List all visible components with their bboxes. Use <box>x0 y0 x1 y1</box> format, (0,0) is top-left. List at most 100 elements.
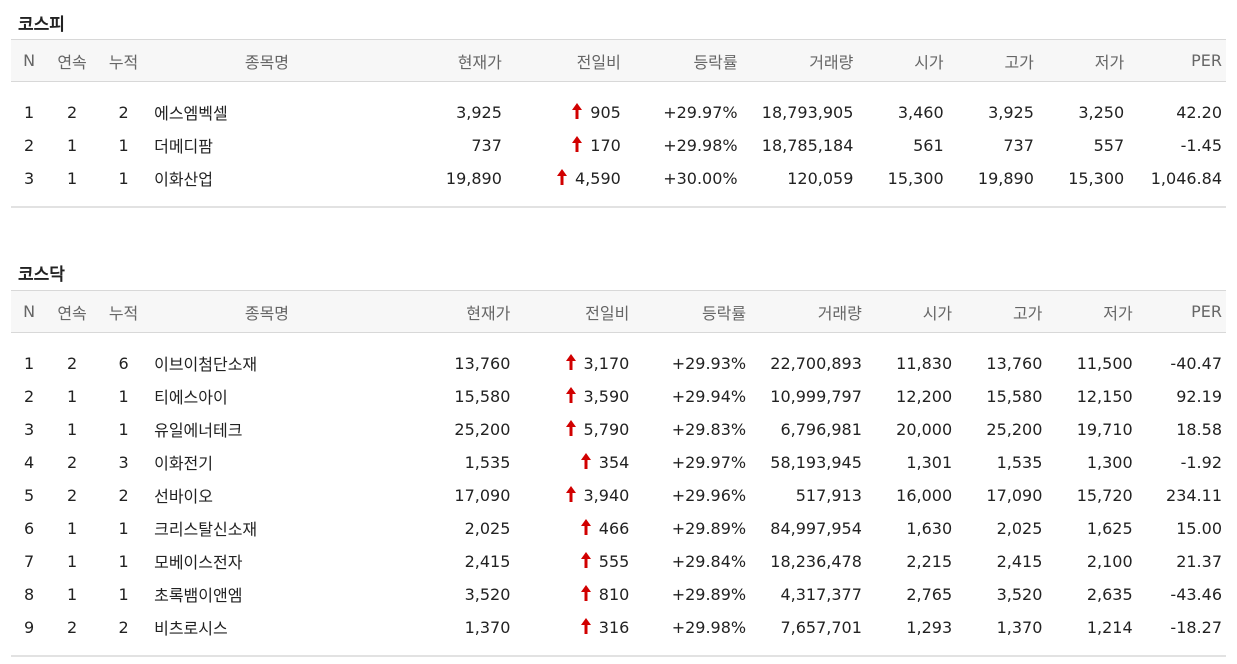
stock-name-link[interactable]: 이브이첨단소재 <box>154 355 258 374</box>
row-change-value: 170 <box>590 135 621 155</box>
row-change: 5,790 <box>514 413 633 446</box>
col-header-streak[interactable]: 연속 <box>57 303 87 323</box>
up-arrow-icon <box>565 353 576 370</box>
spacer-row <box>11 82 1226 96</box>
kosdaq-table: N 연속 누적 종목명 현재가 전일비 등락률 거래량 시가 고가 저가 PER… <box>11 290 1226 657</box>
row-price: 737 <box>471 135 502 155</box>
col-header-per[interactable]: PER <box>1191 302 1222 321</box>
row-change: 3,590 <box>514 380 633 413</box>
col-header-open[interactable]: 시가 <box>922 303 953 323</box>
row-low: 2,635 <box>1086 584 1133 604</box>
row-change: 555 <box>514 545 633 578</box>
col-header-streak[interactable]: 연속 <box>57 52 87 72</box>
table-row: 6 1 1 크리스탈신소재 2,025 466 +29.89% 84,997,954 1,630… <box>11 512 1226 545</box>
row-streak: 1 <box>66 135 78 155</box>
row-per: 18.58 <box>1176 419 1222 439</box>
col-header-low[interactable]: 저가 <box>1094 52 1125 72</box>
up-arrow-icon <box>565 485 576 502</box>
row-rate: +29.84% <box>671 551 747 571</box>
row-streak: 2 <box>66 485 78 505</box>
row-price: 1,535 <box>464 452 511 472</box>
row-price: 2,415 <box>464 551 511 571</box>
kospi-header-row: N 연속 누적 종목명 현재가 전일비 등락률 거래량 시가 고가 저가 PER <box>11 39 1226 82</box>
row-per: 42.20 <box>1176 102 1222 122</box>
col-header-price[interactable]: 현재가 <box>457 52 502 72</box>
col-header-name[interactable]: 종목명 <box>244 52 290 72</box>
row-change: 810 <box>514 578 633 611</box>
up-arrow-icon <box>572 135 583 152</box>
row-per: 92.19 <box>1176 386 1222 406</box>
col-header-n[interactable]: N <box>23 302 36 321</box>
row-volume: 7,657,701 <box>780 617 862 637</box>
row-change: 3,170 <box>514 347 633 380</box>
col-header-high[interactable]: 고가 <box>1004 52 1034 72</box>
stock-name-link[interactable]: 티에스아이 <box>154 388 228 407</box>
row-price: 2,025 <box>464 518 511 538</box>
row-high: 17,090 <box>986 485 1043 505</box>
row-rate: +29.97% <box>671 452 747 472</box>
row-number: 3 <box>23 168 35 188</box>
row-high: 2,415 <box>996 551 1043 571</box>
stock-name-link[interactable]: 모베이스전자 <box>154 553 243 572</box>
table-row: 8 1 1 초록뱀이앤엠 3,520 810 +29.89% 4,317,377 2,765 3,… <box>11 578 1226 611</box>
col-header-price[interactable]: 현재가 <box>466 303 511 323</box>
row-change-value: 354 <box>598 452 630 472</box>
row-open: 20,000 <box>896 419 953 439</box>
row-streak: 1 <box>66 551 78 571</box>
row-low: 15,300 <box>1068 168 1125 188</box>
col-header-volume[interactable]: 거래량 <box>809 52 854 72</box>
table-row: 3 1 1 유일에너테크 25,200 5,790 +29.83% 6,796,981 20,0… <box>11 413 1226 446</box>
stock-name-link[interactable]: 선바이오 <box>154 487 213 506</box>
kospi-table-body: 1 2 2 에스엠벡셀 3,925 905 +29.97% 18,793,905 3,460 3,… <box>11 82 1226 208</box>
col-header-per[interactable]: PER <box>1191 51 1222 70</box>
row-volume: 120,059 <box>787 168 854 188</box>
stock-name-link[interactable]: 초록뱀이앤엠 <box>154 586 243 605</box>
row-low: 11,500 <box>1076 353 1133 373</box>
col-header-total[interactable]: 누적 <box>108 52 139 72</box>
row-total: 2 <box>118 102 129 122</box>
row-price: 15,580 <box>454 386 511 406</box>
spacer-row <box>11 333 1226 347</box>
stock-name-link[interactable]: 유일에너테크 <box>154 421 243 440</box>
row-change-value: 810 <box>598 584 630 604</box>
col-header-name[interactable]: 종목명 <box>244 303 290 323</box>
up-arrow-icon <box>565 419 576 436</box>
row-total: 1 <box>118 168 129 188</box>
col-header-rate[interactable]: 등락률 <box>693 52 738 72</box>
row-open: 16,000 <box>896 485 953 505</box>
up-arrow-icon <box>557 168 567 185</box>
row-number: 4 <box>23 452 35 472</box>
row-change: 170 <box>506 129 625 162</box>
row-high: 1,370 <box>996 617 1043 637</box>
up-arrow-icon <box>572 102 583 119</box>
col-header-total[interactable]: 누적 <box>108 303 139 323</box>
col-header-volume[interactable]: 거래량 <box>817 303 862 323</box>
col-header-high[interactable]: 고가 <box>1012 303 1043 323</box>
row-total: 2 <box>118 617 129 637</box>
stock-name-link[interactable]: 비츠로시스 <box>154 619 228 638</box>
col-header-open[interactable]: 시가 <box>914 52 944 72</box>
stock-name-link[interactable]: 이화전기 <box>154 454 213 473</box>
kosdaq-header-row: N 연속 누적 종목명 현재가 전일비 등락률 거래량 시가 고가 저가 PER <box>11 290 1226 333</box>
row-total: 1 <box>118 386 129 406</box>
row-low: 15,720 <box>1076 485 1133 505</box>
row-volume: 18,793,905 <box>761 102 854 122</box>
col-header-n[interactable]: N <box>23 51 36 70</box>
stock-name-link[interactable]: 더메디팜 <box>154 137 213 156</box>
row-volume: 517,913 <box>795 485 862 505</box>
row-rate: +29.89% <box>671 518 747 538</box>
col-header-rate[interactable]: 등락률 <box>701 303 747 323</box>
row-change-value: 316 <box>598 617 630 637</box>
row-total: 1 <box>118 551 129 571</box>
row-change: 316 <box>514 611 633 644</box>
col-header-change[interactable]: 전일비 <box>585 303 630 323</box>
row-low: 19,710 <box>1076 419 1133 439</box>
row-rate: +29.96% <box>671 485 747 505</box>
col-header-low[interactable]: 저가 <box>1103 303 1133 323</box>
stock-name-link[interactable]: 크리스탈신소재 <box>154 520 258 539</box>
up-arrow-icon <box>580 617 591 634</box>
stock-name-link[interactable]: 에스엠벡셀 <box>154 104 228 123</box>
stock-name-link[interactable]: 이화산업 <box>154 170 213 189</box>
col-header-change[interactable]: 전일비 <box>576 52 621 72</box>
row-high: 737 <box>1003 135 1034 155</box>
